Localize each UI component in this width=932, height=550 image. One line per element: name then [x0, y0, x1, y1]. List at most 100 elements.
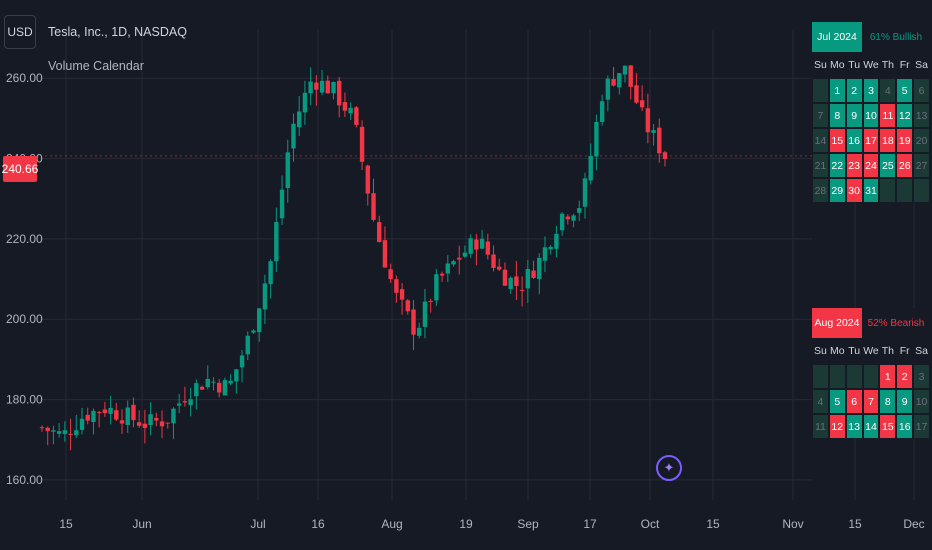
candle-body [114, 410, 119, 420]
candle-body [388, 269, 393, 280]
candle-body [136, 422, 142, 426]
candle-body [354, 107, 359, 125]
x-tick-label: Sep [517, 517, 539, 531]
weekday-label: Tu [848, 345, 861, 357]
candle-body [554, 233, 559, 249]
y-tick-label: 200.00 [6, 312, 43, 326]
calendar-day: 1 [879, 364, 897, 389]
x-tick-label: 15 [848, 517, 862, 531]
y-tick-label: 180.00 [6, 393, 43, 407]
candle-body [485, 241, 491, 255]
candle-body [302, 92, 308, 113]
calendar-day: 13 [845, 414, 863, 439]
calendar-day [812, 364, 829, 389]
candle-body [639, 100, 645, 108]
chart-grid [40, 30, 915, 500]
calendar-month-label: Jul 2024 [812, 22, 862, 52]
calendar-day: 17 [913, 414, 930, 439]
calendar-day: 29 [828, 178, 846, 203]
calendar-day: 11 [812, 414, 829, 439]
calendar-day: 18 [879, 128, 897, 153]
candle-body [222, 380, 228, 396]
candle-body [74, 430, 79, 436]
candle-body [497, 266, 502, 270]
candle-body [314, 82, 319, 90]
candle-body [279, 189, 285, 219]
indicator-title[interactable]: Volume Calendar [48, 59, 144, 73]
time-axis[interactable]: 15 Jun Jul 16 Aug 19 Sep 17 Oct 15 Nov 15 Dec [59, 517, 924, 531]
candle-body [245, 335, 250, 355]
candle-body [239, 355, 245, 368]
weekday-label: Sa [915, 59, 928, 71]
calendar-day: 12 [896, 103, 914, 128]
calendar-day: 14 [812, 128, 829, 153]
calendar-day: 5 [896, 78, 914, 103]
calendar-day: 17 [862, 128, 880, 153]
calendar-day: 4 [812, 389, 829, 414]
calendar-day: 20 [913, 128, 930, 153]
candle-body [108, 407, 113, 414]
candle-body [582, 178, 588, 207]
candle-body [45, 427, 50, 432]
x-tick-label: Dec [903, 517, 924, 531]
candle-body [508, 277, 513, 290]
candle-body [102, 409, 108, 414]
candle-body [525, 269, 531, 289]
calendar-day: 5 [828, 389, 846, 414]
candle-body [634, 85, 639, 103]
candle-body [457, 257, 462, 260]
candle-body [291, 123, 296, 149]
last-price-label: 240.66 [2, 156, 38, 182]
calendar-day: 15 [879, 414, 897, 439]
calendar-day: 8 [879, 389, 897, 414]
candle-body [171, 408, 176, 424]
candle-body [365, 165, 370, 194]
calendar-day: 9 [845, 103, 863, 128]
candle-body [611, 79, 616, 86]
candle-body [645, 108, 651, 133]
candle-body [148, 414, 153, 426]
candle-body [154, 418, 159, 421]
x-tick-label: Jun [132, 517, 151, 531]
calendar-day: 3 [862, 78, 880, 103]
calendar-day: 12 [828, 414, 846, 439]
calendar-day: 3 [913, 364, 930, 389]
weekday-label: We [863, 59, 879, 71]
candle-body [382, 240, 388, 268]
calendar-day [862, 364, 880, 389]
candle-body [251, 330, 256, 333]
sparkle-icon[interactable]: ✦ [656, 455, 682, 481]
weekday-label: Sa [915, 345, 928, 357]
calendar-day: 10 [913, 389, 930, 414]
symbol-title[interactable]: Tesla, Inc., 1D, NASDAQ [48, 25, 187, 39]
candle-body [571, 215, 576, 221]
weekday-label: Mo [829, 345, 845, 357]
candle-body [337, 80, 342, 106]
candle-body [205, 378, 210, 388]
candle-body [91, 410, 96, 423]
weekday-label: Tu [848, 59, 861, 71]
calendar-day: 21 [812, 153, 829, 178]
calendar-day [828, 364, 846, 389]
calendar-day: 6 [913, 78, 930, 103]
y-tick-label: 160.00 [6, 473, 43, 487]
x-tick-label: Oct [641, 517, 660, 531]
candle-body [182, 401, 188, 403]
candle-body [405, 300, 410, 312]
calendar-day: 27 [913, 153, 930, 178]
candle-body [194, 383, 199, 397]
candle-body [502, 269, 508, 286]
calendar-weekdays: Su Mo Tu We Th Fr Sa [812, 338, 930, 364]
candle-body [377, 222, 382, 242]
calendar-day: 7 [812, 103, 829, 128]
candle-body [51, 430, 56, 432]
candle-body [308, 81, 313, 94]
candle-body [68, 433, 73, 435]
calendar-day: 16 [896, 414, 914, 439]
currency-button[interactable]: USD [4, 15, 36, 49]
candle-body [537, 257, 542, 279]
candle-body [216, 382, 222, 393]
candle-body [56, 431, 62, 434]
